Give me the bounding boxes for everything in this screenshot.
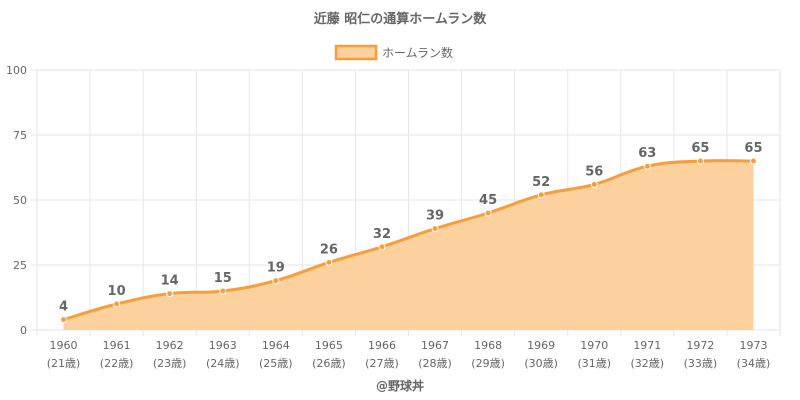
x-tick-sublabel: (31歳) [577,357,611,370]
x-tick-label: 1960 [50,339,78,352]
y-tick-label: 100 [6,64,27,77]
data-point[interactable] [272,277,280,285]
data-point[interactable] [643,162,651,170]
data-labels: 4 10 14 15 19 26 32 39 45 52 56 63 65 65 [59,141,762,315]
data-label: 65 [744,141,762,156]
x-tick-label: 1966 [368,339,396,352]
x-tick-sublabel: (33歳) [684,357,718,370]
data-label: 4 [59,300,68,315]
x-tick-label: 1961 [103,339,131,352]
y-tick-label: 0 [20,324,27,337]
x-tick-label: 1964 [262,339,290,352]
y-tick-label: 25 [13,259,27,272]
data-label: 10 [108,284,126,299]
x-tick-sublabel: (22歳) [100,357,134,370]
x-tick-sublabel: (25歳) [259,357,293,370]
legend-label[interactable]: ホームラン数 [382,45,453,60]
x-tick-sublabel: (26歳) [312,357,346,370]
x-tick-label: 1970 [580,339,608,352]
x-tick-sublabel: (21歳) [47,357,81,370]
x-tick-label: 1962 [156,339,184,352]
x-tick-sublabel: (27歳) [365,357,399,370]
data-point[interactable] [537,191,545,199]
y-tick-label: 75 [13,129,27,142]
data-point[interactable] [749,157,757,165]
data-point[interactable] [431,225,439,233]
x-tick-label: 1971 [633,339,661,352]
x-tick-sublabel: (28歳) [418,357,452,370]
data-label: 63 [638,146,656,161]
data-label: 56 [585,164,603,179]
data-point[interactable] [113,300,121,308]
data-label: 52 [532,175,550,190]
x-axis-tick-labels: 1960 (21歳) 1961 (22歳) 1962 (23歳) 1963 (24歳) 1964… [47,339,771,370]
x-tick-sublabel: (32歳) [631,357,665,370]
data-point[interactable] [60,316,68,324]
x-tick-label: 1965 [315,339,343,352]
x-tick-label: 1972 [686,339,714,352]
data-label: 39 [426,209,444,224]
series-line [63,159,754,322]
x-tick-sublabel: (29歳) [471,357,505,370]
data-label: 19 [267,261,285,276]
data-label: 14 [161,274,179,289]
chart-title: 近藤 昭仁の通算ホームラン数 [314,11,487,27]
x-tick-label: 1968 [474,339,502,352]
data-point[interactable] [166,290,174,298]
data-point[interactable] [219,287,227,295]
data-point[interactable] [696,157,704,165]
x-tick-sublabel: (23歳) [153,357,187,370]
data-label: 45 [479,193,497,208]
x-tick-label: 1973 [739,339,767,352]
y-axis-tick-labels: 0 25 50 75 100 [6,64,27,337]
data-point[interactable] [325,258,333,266]
legend-swatch[interactable] [334,44,378,61]
series-area [63,160,754,330]
x-tick-sublabel: (34歳) [737,357,771,370]
data-label: 26 [320,242,338,257]
data-label: 32 [373,227,391,242]
x-tick-sublabel: (30歳) [524,357,558,370]
data-label: 65 [691,141,709,156]
credit-text: @野球丼 [376,378,424,393]
x-tick-label: 1963 [209,339,237,352]
legend[interactable]: ホームラン数 [334,44,453,61]
data-points [60,157,757,324]
x-tick-label: 1969 [527,339,555,352]
data-point[interactable] [378,243,386,251]
data-point[interactable] [590,180,598,188]
data-point[interactable] [484,209,492,217]
data-label: 15 [214,271,232,286]
y-tick-label: 50 [13,194,27,207]
x-tick-label: 1967 [421,339,449,352]
x-tick-sublabel: (24歳) [206,357,240,370]
